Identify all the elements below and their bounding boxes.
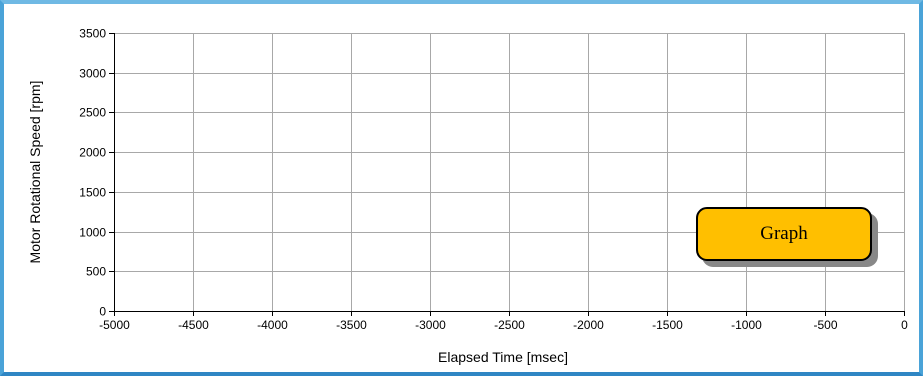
y-tick-label: 2000: [79, 146, 106, 160]
x-tick-label: -3500: [336, 318, 367, 332]
y-axis-label: Motor Rotational Speed [rpm]: [27, 81, 43, 264]
y-tick-label: 500: [86, 265, 106, 279]
x-tick-label: 0: [901, 318, 908, 332]
y-tick-label: 1500: [79, 186, 106, 200]
grid-lines: [114, 33, 905, 312]
y-tick-labels: 0 500 1000 1500 2000 2500 3000 3500: [79, 27, 106, 319]
x-tick-label: -1500: [652, 318, 683, 332]
x-tick-label: -4500: [178, 318, 209, 332]
x-axis-label: Elapsed Time [msec]: [438, 349, 568, 365]
y-tick-label: 3000: [79, 67, 106, 81]
y-tick-label: 0: [99, 305, 106, 319]
x-tick-label: -4000: [257, 318, 288, 332]
y-tick-label: 2500: [79, 106, 106, 120]
x-tick-label: -1000: [731, 318, 762, 332]
graph-button[interactable]: Graph: [696, 207, 872, 261]
y-tick-label: 3500: [79, 27, 106, 41]
x-tick-label: -2000: [573, 318, 604, 332]
axes: [109, 33, 905, 316]
x-tick-label: -2500: [494, 318, 525, 332]
x-tick-label: -3000: [415, 318, 446, 332]
x-tick-label: -5000: [99, 318, 130, 332]
x-tick-label: -500: [813, 318, 837, 332]
x-tick-labels: -5000 -4500 -4000 -3500 -3000 -2500 -2000 -1500…: [99, 318, 908, 332]
y-tick-label: 1000: [79, 226, 106, 240]
